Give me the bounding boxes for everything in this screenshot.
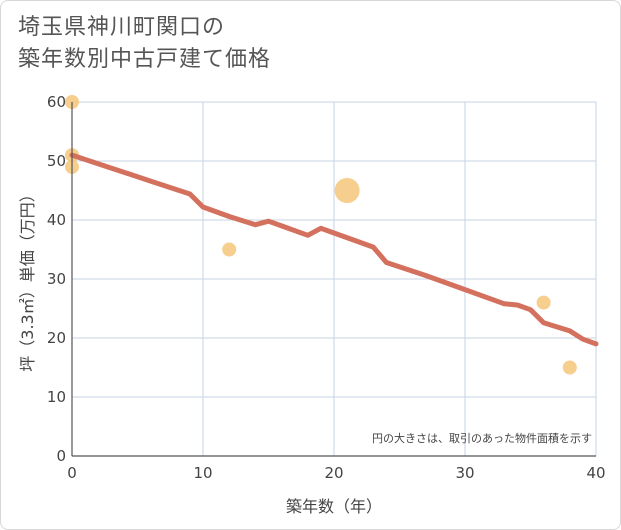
trend-line (69, 152, 599, 347)
y-tick-label: 60 (47, 93, 66, 111)
y-tick-label: 50 (47, 152, 66, 170)
x-tick-label: 30 (455, 464, 474, 482)
y-axis-label: 坪（3.3㎡）単価（万円） (18, 186, 37, 371)
x-tick-label: 20 (324, 464, 343, 482)
size-note: 円の大きさは、取引のあった物件面積を示す (372, 431, 592, 445)
title-line-1: 埼玉県神川町関口の (18, 15, 226, 40)
chart-title: 埼玉県神川町関口の 築年数別中古戸建て価格 (18, 12, 271, 76)
data-point (334, 177, 360, 204)
axes: 0 10 20 30 40 0 10 20 30 40 50 60 (47, 93, 606, 482)
y-tick-label: 0 (56, 447, 66, 465)
x-axis-label: 築年数（年） (286, 497, 382, 516)
x-tick-label: 40 (586, 464, 605, 482)
data-point (562, 360, 577, 375)
data-point (222, 242, 237, 257)
y-tick-label: 20 (47, 329, 66, 347)
data-point (536, 295, 551, 310)
x-tick-label: 10 (193, 464, 212, 482)
x-tick-label: 0 (67, 464, 77, 482)
y-tick-label: 30 (47, 270, 66, 288)
title-line-2: 築年数別中古戸建て価格 (18, 47, 272, 72)
y-tick-label: 40 (47, 211, 66, 229)
y-tick-label: 10 (47, 388, 66, 406)
